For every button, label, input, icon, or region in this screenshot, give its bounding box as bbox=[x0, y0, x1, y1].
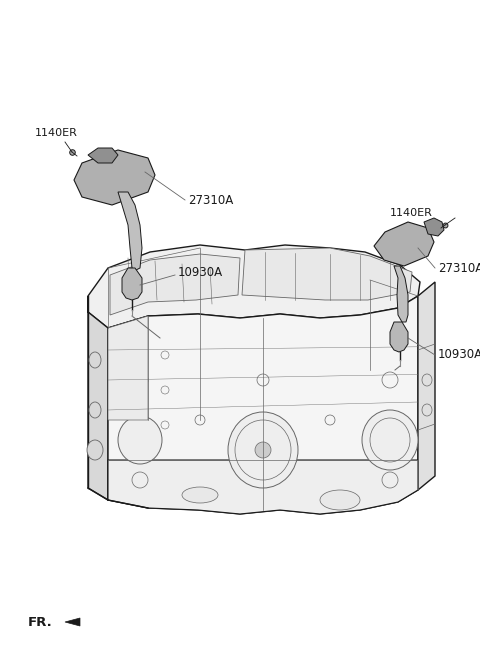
Text: FR.: FR. bbox=[28, 616, 53, 629]
Polygon shape bbox=[374, 222, 434, 266]
Ellipse shape bbox=[255, 442, 271, 458]
Polygon shape bbox=[424, 218, 444, 236]
Polygon shape bbox=[108, 316, 148, 420]
Polygon shape bbox=[242, 248, 412, 300]
Ellipse shape bbox=[87, 440, 103, 460]
Ellipse shape bbox=[228, 412, 298, 488]
Polygon shape bbox=[118, 192, 142, 270]
Text: 1140ER: 1140ER bbox=[35, 128, 78, 138]
Ellipse shape bbox=[182, 487, 218, 503]
Ellipse shape bbox=[320, 490, 360, 510]
Polygon shape bbox=[418, 282, 435, 490]
Text: 27310A: 27310A bbox=[438, 261, 480, 275]
Text: 10930A: 10930A bbox=[178, 265, 223, 279]
Text: 1140ER: 1140ER bbox=[390, 208, 433, 218]
Ellipse shape bbox=[89, 402, 101, 418]
Polygon shape bbox=[65, 618, 80, 626]
Polygon shape bbox=[88, 296, 108, 500]
Ellipse shape bbox=[89, 352, 101, 368]
Polygon shape bbox=[394, 266, 408, 322]
Polygon shape bbox=[108, 460, 418, 514]
Polygon shape bbox=[108, 296, 418, 514]
Polygon shape bbox=[122, 268, 142, 300]
Text: 27310A: 27310A bbox=[188, 194, 233, 206]
Polygon shape bbox=[74, 150, 155, 205]
Text: 10930A: 10930A bbox=[438, 348, 480, 361]
Polygon shape bbox=[88, 245, 420, 328]
Ellipse shape bbox=[362, 410, 418, 470]
Polygon shape bbox=[390, 322, 408, 352]
Polygon shape bbox=[88, 148, 118, 163]
Polygon shape bbox=[110, 254, 240, 315]
Ellipse shape bbox=[118, 416, 162, 464]
